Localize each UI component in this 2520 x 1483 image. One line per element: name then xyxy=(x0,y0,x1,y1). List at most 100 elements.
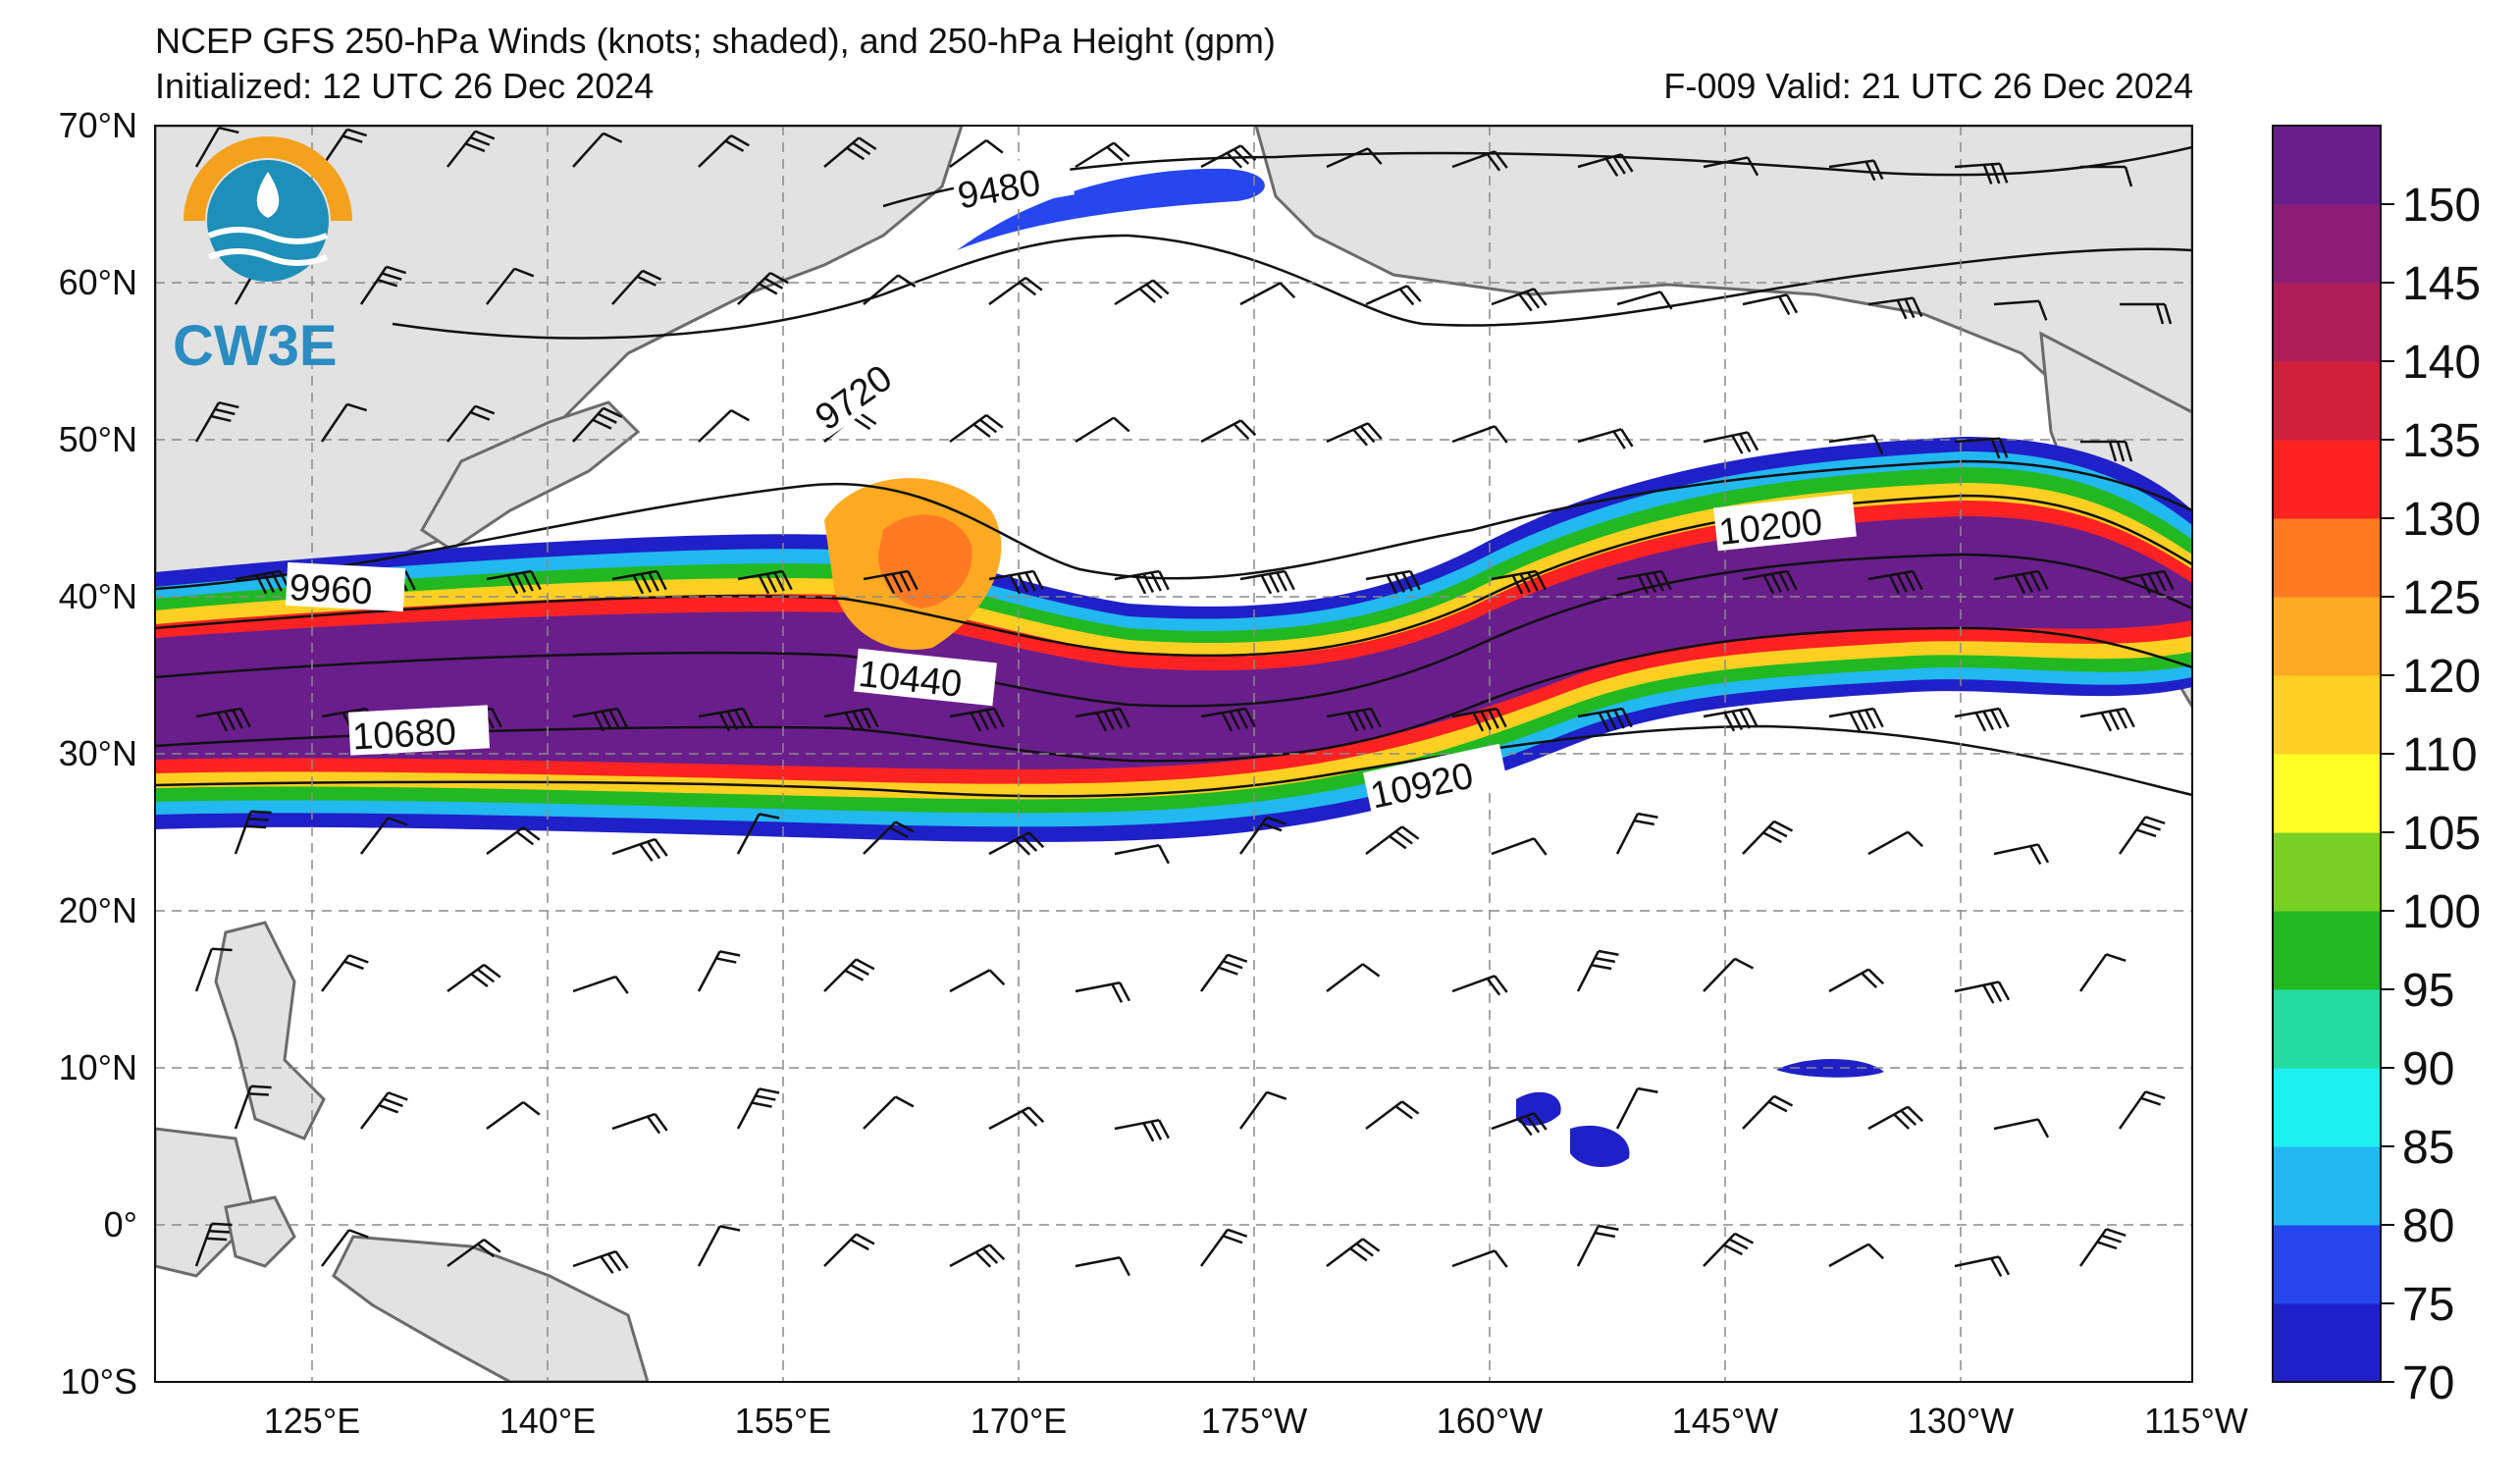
contour-10680 xyxy=(155,626,2192,763)
wind-barb xyxy=(234,1085,272,1130)
wind-barb xyxy=(1491,1112,1548,1137)
wind-barb xyxy=(1075,141,1130,169)
colorbar-swatch xyxy=(2273,204,2381,284)
contour-10440 xyxy=(155,553,2192,708)
colorbar-tick-label: 145 xyxy=(2402,258,2481,310)
wind-barb xyxy=(1365,569,1421,595)
wind-barb xyxy=(360,817,408,855)
wind-barb xyxy=(486,825,541,856)
wind-barb xyxy=(572,975,629,994)
wind-barb xyxy=(1867,296,1923,320)
lon-label: 145°W xyxy=(1672,1401,1778,1441)
wind-barb xyxy=(1238,816,1287,855)
wind-barb xyxy=(194,1222,233,1267)
alaska-landmass xyxy=(1254,126,2192,453)
contour-label-10680: 10680 xyxy=(351,712,457,758)
wind-barb xyxy=(446,130,496,168)
lon-label: 160°W xyxy=(1437,1401,1543,1441)
wind-barb xyxy=(1742,1094,1794,1130)
philippines-island xyxy=(214,921,326,1140)
wind-barb xyxy=(698,133,750,168)
wind-barb xyxy=(1993,843,2050,866)
wind-barb xyxy=(359,265,407,305)
wind-barb xyxy=(1576,949,1619,992)
wind-barb xyxy=(1491,837,1548,856)
wind-barb xyxy=(1954,437,2009,459)
colorbar-tick-label: 100 xyxy=(2402,886,2481,938)
colorbar-tick-label: 130 xyxy=(2402,494,2481,546)
wind-barb xyxy=(1114,279,1170,306)
wind-barb xyxy=(321,954,369,992)
wind-barb xyxy=(446,404,496,443)
lat-label: 0° xyxy=(104,1204,137,1245)
graticule xyxy=(155,126,2192,1382)
wind-barb xyxy=(194,947,233,992)
wind-barb xyxy=(1075,1255,1130,1277)
water-drop-icon xyxy=(256,172,280,218)
latitude-labels: 70°N 60°N 50°N 40°N 30°N 20°N 10°N 0° 10… xyxy=(59,105,137,1402)
colorbar: 70 75 80 85 90 95 100 105 110 120 125 130 135 140 145 1… xyxy=(2272,125,2481,1409)
wind-barb xyxy=(697,950,741,992)
lat-label: 30°N xyxy=(59,733,137,773)
wind-barb xyxy=(823,136,877,168)
wind-barb xyxy=(949,707,1005,732)
wind-barb xyxy=(1615,1086,1658,1130)
wind-barb xyxy=(1451,975,1508,996)
wind-barb xyxy=(2118,816,2166,855)
lon-label: 140°E xyxy=(499,1401,596,1441)
wind-barb xyxy=(737,271,789,305)
wind-barb xyxy=(2079,707,2135,732)
lat-label: 40°N xyxy=(59,576,137,616)
colorbar-tick-label: 80 xyxy=(2402,1200,2454,1252)
wind-barb xyxy=(988,276,1043,306)
colorbar-tick-label: 105 xyxy=(2402,808,2481,860)
colorbar-swatch xyxy=(2273,832,2381,912)
wind-barb xyxy=(486,1100,541,1131)
wind-barb xyxy=(1075,980,1130,1003)
new-guinea-island xyxy=(332,1235,650,1382)
colorbar-swatch xyxy=(2273,1068,2381,1147)
contour-9960 xyxy=(155,459,2192,591)
colorbar-swatch xyxy=(2273,989,2381,1069)
wind-barb xyxy=(2080,165,2133,187)
lon-label: 130°W xyxy=(1908,1401,2014,1441)
colorbar-swatch xyxy=(2273,126,2381,205)
colorbar-tick-label: 90 xyxy=(2402,1043,2454,1095)
wind-barb xyxy=(611,569,667,595)
initialized-time: Initialized: 12 UTC 26 Dec 2024 xyxy=(155,66,655,106)
wind-barb xyxy=(697,1225,741,1267)
wind-barb xyxy=(1993,299,2048,321)
wrap-feature-core xyxy=(878,514,972,609)
wind-barb xyxy=(486,267,535,305)
lat-label: 10°N xyxy=(59,1047,137,1087)
lat-label: 10°S xyxy=(61,1361,137,1402)
wind-barb xyxy=(988,569,1044,595)
colorbar-swatch xyxy=(2273,675,2381,755)
lon-label: 155°E xyxy=(735,1401,831,1441)
wind-barb xyxy=(1075,707,1130,732)
wind-barb xyxy=(1451,150,1508,172)
wind-barb xyxy=(1239,569,1295,595)
wind-barb xyxy=(949,1244,1006,1268)
wind-barb xyxy=(863,569,919,595)
wind-barb xyxy=(737,569,793,595)
wind-barb xyxy=(1742,820,1794,855)
colorbar-swatch xyxy=(2273,518,2381,598)
colorbar-swatch xyxy=(2273,754,2381,833)
wind-barb xyxy=(1114,843,1170,865)
colorbar-tick-label: 150 xyxy=(2402,180,2481,232)
wind-barb xyxy=(1200,144,1257,169)
wind-barb xyxy=(195,707,251,732)
wind-barb xyxy=(1577,428,1634,450)
wind-barb xyxy=(1867,830,1924,856)
wind-barb xyxy=(1114,569,1170,595)
wind-barb xyxy=(863,1095,915,1130)
wind-barb xyxy=(863,274,917,305)
sulawesi-island xyxy=(224,1195,296,1268)
wind-barb xyxy=(1491,569,1547,595)
wind-barb xyxy=(446,963,501,993)
wind-barb xyxy=(1326,963,1381,992)
wind-barb xyxy=(1954,1255,2011,1278)
map-frame xyxy=(154,125,2193,1383)
wind-barb xyxy=(2120,302,2173,325)
